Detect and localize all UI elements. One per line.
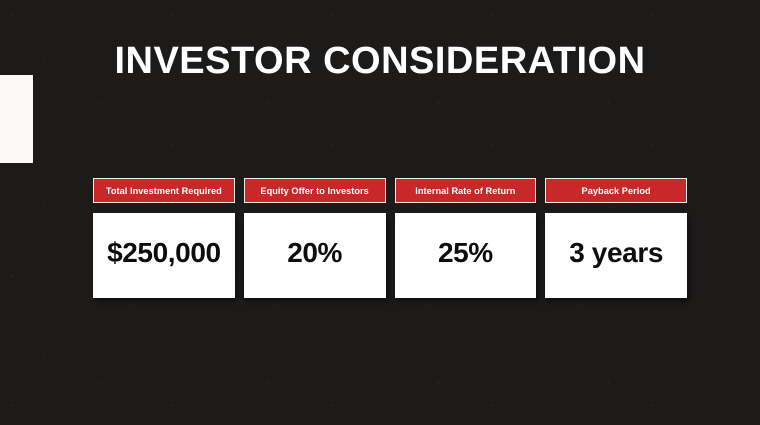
metric-label: Equity Offer to Investors <box>243 178 386 203</box>
metrics-row: Total Investment Required $250,000 Equit… <box>93 178 687 298</box>
metric-value-card: 20% <box>243 213 386 298</box>
metric-column-total-investment-required: Total Investment Required $250,000 <box>93 178 235 298</box>
metric-column-equity-offer-to-investors: Equity Offer to Investors 20% <box>243 178 386 298</box>
metric-label: Internal Rate of Return <box>394 178 537 203</box>
metric-label: Payback Period <box>545 178 687 203</box>
metric-value: 20% <box>287 236 343 268</box>
metric-value-card: 3 years <box>545 213 687 298</box>
metric-value-card: $250,000 <box>93 213 235 298</box>
metric-column-internal-rate-of-return: Internal Rate of Return 25% <box>394 178 537 298</box>
metric-value: 25% <box>437 236 493 268</box>
metric-value-card: 25% <box>394 213 537 298</box>
page-title: INVESTOR CONSIDERATION <box>114 40 646 82</box>
metric-value: 3 years <box>569 236 663 268</box>
metric-value: $250,000 <box>107 236 221 268</box>
metric-label: Total Investment Required <box>93 178 235 203</box>
metric-column-payback-period: Payback Period 3 years <box>545 178 687 298</box>
left-edge-accent-rectangle <box>0 75 33 163</box>
